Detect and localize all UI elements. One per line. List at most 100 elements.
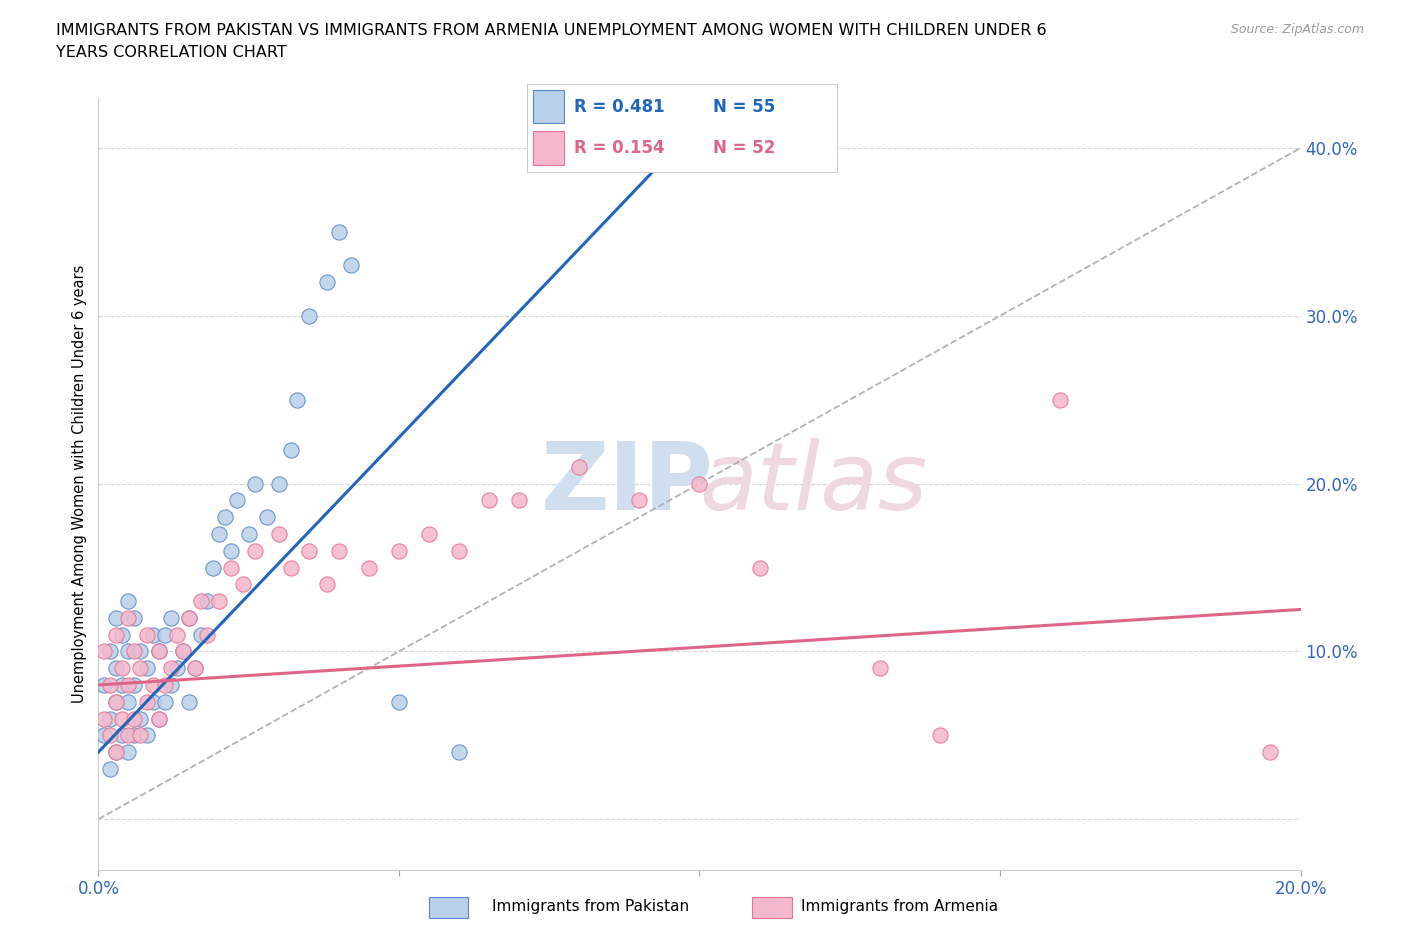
Text: R = 0.154: R = 0.154 xyxy=(574,140,664,157)
Point xyxy=(117,593,139,608)
Point xyxy=(111,627,134,642)
Point xyxy=(124,644,146,658)
Text: Immigrants from Armenia: Immigrants from Armenia xyxy=(801,899,998,914)
Point xyxy=(100,644,122,658)
Point xyxy=(177,695,200,710)
Point xyxy=(129,660,152,675)
Point xyxy=(141,678,163,693)
Point xyxy=(117,644,139,658)
Point xyxy=(124,610,146,625)
Point xyxy=(172,644,194,658)
Point xyxy=(153,627,176,642)
Point xyxy=(357,560,380,575)
Point xyxy=(1260,745,1282,760)
Point xyxy=(148,711,170,726)
Point xyxy=(298,309,321,324)
Point xyxy=(388,695,411,710)
Point xyxy=(117,678,139,693)
Point xyxy=(159,660,181,675)
Point xyxy=(1049,392,1071,407)
Point xyxy=(201,560,224,575)
Point xyxy=(93,678,115,693)
Point xyxy=(298,543,321,558)
Point xyxy=(148,644,170,658)
Bar xyxy=(533,131,564,165)
Text: Immigrants from Pakistan: Immigrants from Pakistan xyxy=(492,899,689,914)
Point xyxy=(100,678,122,693)
Text: N = 55: N = 55 xyxy=(713,98,775,115)
Point xyxy=(328,543,350,558)
Text: atlas: atlas xyxy=(700,438,928,529)
Point xyxy=(315,577,337,591)
Point xyxy=(111,660,134,675)
Point xyxy=(117,695,139,710)
Point xyxy=(328,224,350,239)
Point xyxy=(190,627,212,642)
Point xyxy=(100,711,122,726)
Point xyxy=(748,560,770,575)
Point xyxy=(208,526,231,541)
Point xyxy=(340,258,363,272)
Point xyxy=(256,510,278,525)
Point xyxy=(195,593,218,608)
Point xyxy=(105,695,128,710)
Point xyxy=(100,762,122,777)
Point xyxy=(153,695,176,710)
Text: ZIP: ZIP xyxy=(541,438,714,529)
Point xyxy=(688,476,710,491)
Text: YEARS CORRELATION CHART: YEARS CORRELATION CHART xyxy=(56,45,287,60)
Point xyxy=(190,593,212,608)
Point xyxy=(219,560,242,575)
Point xyxy=(280,443,302,458)
Point xyxy=(243,543,266,558)
Point xyxy=(117,610,139,625)
Point xyxy=(148,644,170,658)
Point xyxy=(159,610,181,625)
Point xyxy=(141,695,163,710)
Point xyxy=(183,660,205,675)
Point xyxy=(177,610,200,625)
Point xyxy=(105,745,128,760)
Point xyxy=(478,493,501,508)
Text: IMMIGRANTS FROM PAKISTAN VS IMMIGRANTS FROM ARMENIA UNEMPLOYMENT AMONG WOMEN WIT: IMMIGRANTS FROM PAKISTAN VS IMMIGRANTS F… xyxy=(56,23,1047,38)
Point xyxy=(124,728,146,743)
Y-axis label: Unemployment Among Women with Children Under 6 years: Unemployment Among Women with Children U… xyxy=(72,264,87,703)
Point xyxy=(225,493,247,508)
Point xyxy=(219,543,242,558)
Point xyxy=(135,660,157,675)
Point xyxy=(93,728,115,743)
Point xyxy=(232,577,254,591)
Point xyxy=(447,745,470,760)
Point xyxy=(267,476,290,491)
Point xyxy=(93,711,115,726)
Point xyxy=(208,593,231,608)
Text: R = 0.481: R = 0.481 xyxy=(574,98,664,115)
Point xyxy=(129,711,152,726)
Point xyxy=(111,678,134,693)
Point xyxy=(280,560,302,575)
Point xyxy=(159,678,181,693)
Point xyxy=(105,745,128,760)
Point xyxy=(111,711,134,726)
Point xyxy=(105,610,128,625)
Point xyxy=(135,695,157,710)
Point xyxy=(153,678,176,693)
Point xyxy=(111,728,134,743)
Point xyxy=(129,728,152,743)
Point xyxy=(105,660,128,675)
Point xyxy=(568,459,591,474)
Point xyxy=(243,476,266,491)
Point xyxy=(124,711,146,726)
Point xyxy=(117,728,139,743)
Point xyxy=(628,493,651,508)
Point xyxy=(105,627,128,642)
Point xyxy=(195,627,218,642)
Point xyxy=(135,627,157,642)
Point xyxy=(447,543,470,558)
Point xyxy=(100,728,122,743)
Point xyxy=(214,510,236,525)
Point xyxy=(267,526,290,541)
Point xyxy=(508,493,530,508)
Point xyxy=(285,392,308,407)
Point xyxy=(418,526,440,541)
